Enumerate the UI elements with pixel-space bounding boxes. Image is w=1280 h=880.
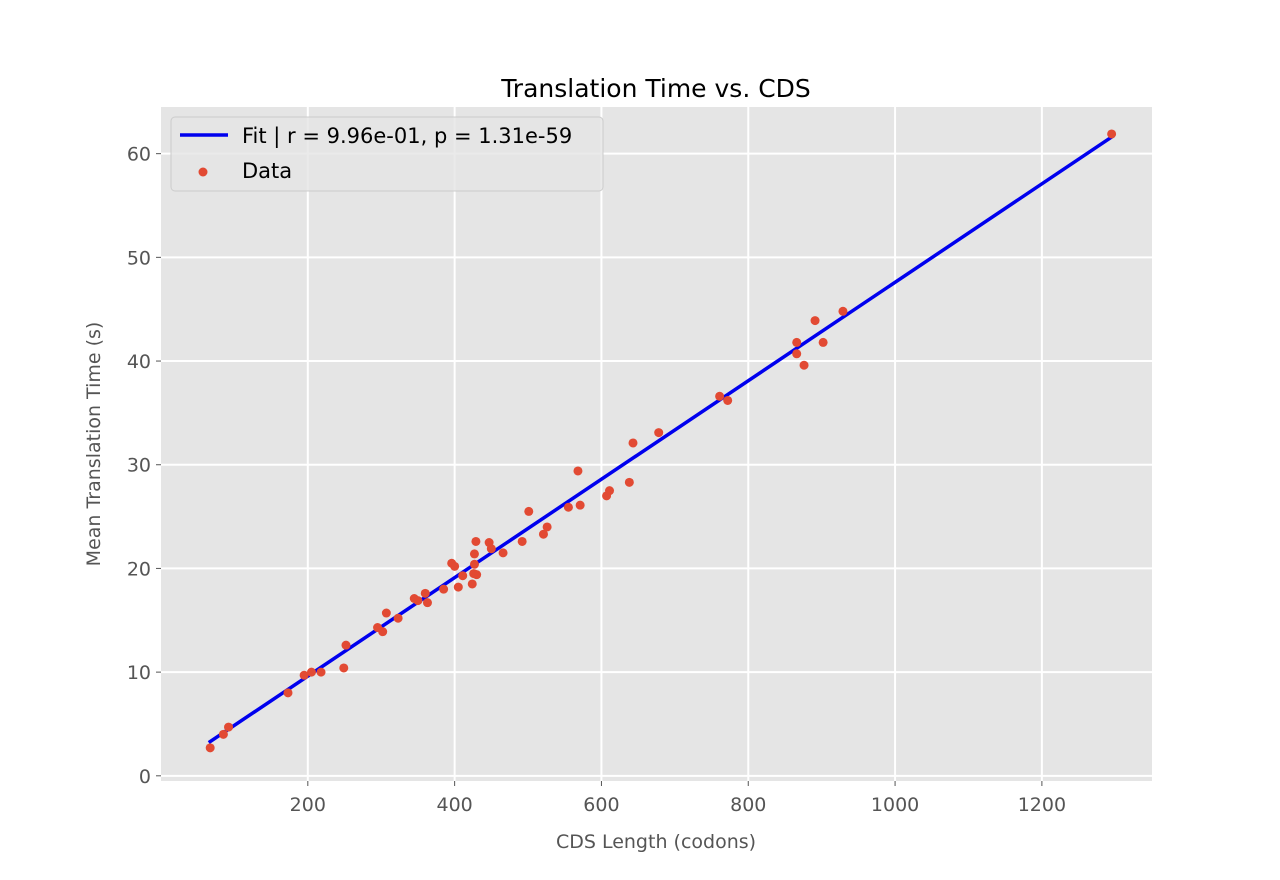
data-point [838,306,848,316]
y-tick-label: 30 [127,455,151,477]
x-tick-label: 800 [730,794,766,816]
data-point [224,722,234,732]
data-point [715,391,725,401]
data-point [381,608,391,618]
data-point [792,337,802,347]
data-point [799,360,809,370]
data-point [628,438,638,448]
x-tick-label: 1200 [1018,794,1066,816]
data-point [472,570,482,580]
data-point [542,522,552,532]
grid [161,107,1152,781]
x-tick-label: 1000 [871,794,919,816]
data-point [573,466,583,476]
data-point [469,559,479,569]
data-point [563,502,573,512]
data-point [205,743,215,753]
data-point [810,316,820,326]
data-point [450,561,460,571]
fit-line [207,134,1115,745]
data-point [467,579,477,589]
legend-data-label: Data [242,159,292,183]
data-point [469,549,479,559]
data-point [439,584,449,594]
data-point [378,627,388,637]
legend-fit-label: Fit | r = 9.96e-01, p = 1.31e-59 [242,124,572,149]
data-point [524,506,534,516]
fit-line-layer [207,134,1115,745]
data-point [458,571,468,581]
data-point [413,596,423,606]
legend-box [170,116,604,192]
data-point [498,548,508,558]
data-point [422,598,432,608]
data-point [283,688,293,698]
x-tick-label: 600 [583,794,619,816]
data-point [486,544,496,554]
data-point [453,582,463,592]
y-tick-label: 60 [127,144,151,166]
data-point [654,428,664,438]
data-point [316,667,326,677]
data-point [605,486,615,496]
y-tick-label: 50 [127,247,151,269]
data-point [1107,129,1117,139]
data-point [818,337,828,347]
data-point [723,395,733,405]
data-point [792,349,802,359]
y-tick-label: 10 [127,662,151,684]
legend-data-swatch [198,167,208,177]
x-tick-label: 400 [436,794,472,816]
chart-title: Translation Time vs. CDS [500,74,811,103]
y-tick-label: 0 [139,766,151,788]
data-point [517,536,527,546]
data-point [341,640,351,650]
data-point [218,729,228,739]
x-axis-label: CDS Length (codons) [556,831,756,853]
y-tick-label: 20 [127,558,151,580]
data-point [471,536,481,546]
y-tick-label: 40 [127,351,151,373]
data-point [306,667,316,677]
axis-ticks: 200 400 600 800 1000 1200 0 10 20 30 40 50 60 [127,144,1066,816]
x-tick-label: 200 [290,794,326,816]
data-point [393,613,403,623]
data-point [538,529,548,539]
data-point [299,670,309,680]
data-point [339,663,349,673]
data-point [575,500,585,510]
legend: Fit | r = 9.96e-01, p = 1.31e-59 Data [170,116,604,192]
data-point [420,588,430,598]
y-axis-label: Mean Translation Time (s) [83,322,105,567]
data-points-layer [205,129,1117,753]
data-point [624,477,634,487]
